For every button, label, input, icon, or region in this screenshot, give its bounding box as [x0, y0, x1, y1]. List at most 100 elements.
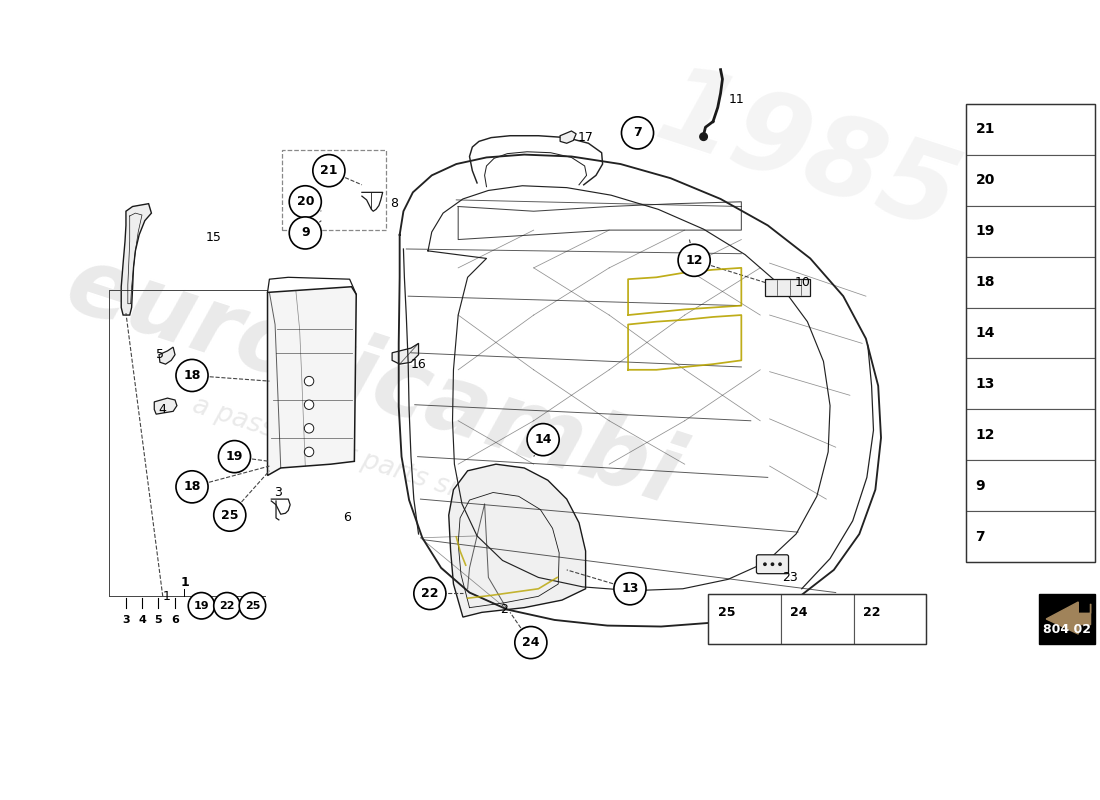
FancyBboxPatch shape	[757, 554, 789, 574]
Circle shape	[414, 578, 446, 610]
Text: 12: 12	[685, 254, 703, 267]
Text: 7: 7	[634, 126, 642, 139]
Text: 12: 12	[976, 428, 994, 442]
Text: 18: 18	[184, 369, 200, 382]
Bar	[966, 257, 1096, 307]
Circle shape	[219, 441, 251, 473]
Bar	[781, 594, 854, 643]
Circle shape	[778, 562, 782, 566]
Polygon shape	[121, 204, 152, 315]
Bar	[966, 154, 1096, 206]
Text: 19: 19	[194, 601, 209, 610]
Circle shape	[763, 562, 767, 566]
Circle shape	[213, 499, 245, 531]
Text: 20: 20	[976, 173, 994, 187]
Text: 17: 17	[578, 131, 594, 144]
Bar	[966, 511, 1096, 562]
Text: 5: 5	[154, 615, 162, 625]
Text: 14: 14	[976, 326, 994, 340]
Text: 16: 16	[411, 358, 427, 370]
Text: 25: 25	[221, 509, 239, 522]
Text: 9: 9	[976, 479, 984, 493]
Text: 1985: 1985	[644, 56, 971, 254]
Bar	[1038, 594, 1096, 643]
Text: 6: 6	[343, 511, 351, 525]
Text: 22: 22	[219, 601, 234, 610]
Circle shape	[305, 400, 314, 410]
Text: 19: 19	[976, 224, 994, 238]
Circle shape	[289, 186, 321, 218]
Text: 13: 13	[976, 377, 994, 391]
Text: 18: 18	[184, 480, 200, 494]
Text: 13: 13	[621, 582, 639, 595]
Bar	[966, 410, 1096, 461]
Text: 23: 23	[782, 571, 797, 584]
Text: a passion for parts since 1985: a passion for parts since 1985	[189, 392, 576, 540]
Bar	[854, 594, 926, 643]
Text: 6: 6	[172, 615, 179, 625]
Circle shape	[176, 470, 208, 503]
Circle shape	[312, 154, 345, 186]
Text: 21: 21	[320, 164, 338, 177]
Circle shape	[176, 359, 208, 391]
Circle shape	[305, 447, 314, 457]
Text: 3: 3	[122, 615, 130, 625]
Text: 4: 4	[139, 615, 146, 625]
Text: 25: 25	[717, 606, 735, 618]
Text: 24: 24	[791, 606, 807, 618]
Circle shape	[188, 593, 214, 619]
Text: 18: 18	[976, 275, 994, 289]
Circle shape	[678, 244, 711, 276]
Circle shape	[515, 626, 547, 658]
Circle shape	[614, 573, 646, 605]
Text: 11: 11	[729, 94, 745, 106]
Bar	[708, 594, 781, 643]
Text: 8: 8	[390, 197, 398, 210]
Circle shape	[527, 423, 559, 456]
Text: 19: 19	[226, 450, 243, 463]
Bar	[764, 279, 811, 296]
Text: 9: 9	[301, 226, 309, 239]
Bar	[966, 104, 1096, 562]
Polygon shape	[267, 286, 356, 475]
Text: 14: 14	[535, 433, 552, 446]
Text: 7: 7	[976, 530, 984, 544]
Polygon shape	[449, 464, 585, 617]
Bar	[966, 206, 1096, 257]
Circle shape	[621, 117, 653, 149]
Text: 3: 3	[274, 486, 282, 499]
Polygon shape	[160, 347, 175, 364]
Text: 25: 25	[244, 601, 260, 610]
Bar	[966, 358, 1096, 410]
Circle shape	[213, 593, 240, 619]
Text: 4: 4	[158, 403, 166, 416]
Polygon shape	[154, 398, 177, 414]
Text: 1: 1	[180, 576, 189, 589]
Text: 804 02: 804 02	[1043, 623, 1091, 636]
Text: 20: 20	[297, 195, 313, 208]
Text: 1: 1	[163, 590, 170, 603]
Polygon shape	[560, 131, 576, 143]
Circle shape	[289, 217, 321, 249]
Polygon shape	[392, 343, 418, 364]
Text: euroricambi: euroricambi	[55, 238, 692, 524]
Text: 10: 10	[795, 277, 811, 290]
Circle shape	[700, 133, 707, 141]
Bar	[282, 150, 385, 230]
Text: 24: 24	[522, 636, 540, 649]
Circle shape	[239, 593, 265, 619]
Text: 22: 22	[421, 587, 439, 600]
Bar	[708, 594, 926, 643]
Circle shape	[771, 562, 774, 566]
Text: 21: 21	[976, 122, 994, 136]
Bar	[966, 104, 1096, 154]
Text: 5: 5	[156, 348, 164, 361]
Bar	[966, 461, 1096, 511]
Bar	[966, 307, 1096, 358]
Text: 15: 15	[206, 231, 221, 244]
Circle shape	[305, 377, 314, 386]
Circle shape	[305, 423, 314, 433]
Polygon shape	[1046, 602, 1090, 634]
Text: 2: 2	[499, 603, 507, 616]
Text: 22: 22	[864, 606, 881, 618]
